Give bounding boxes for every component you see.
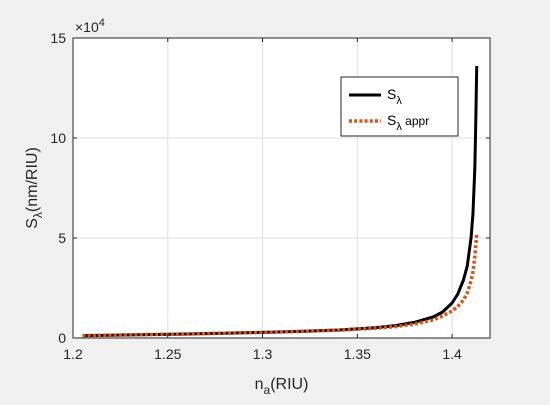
- x-axis-label-main: n: [255, 376, 264, 393]
- y-axis-label-sub: λ: [31, 212, 45, 218]
- y-multiplier: ×104: [75, 17, 105, 35]
- x-tick-label: 1.25: [154, 346, 181, 362]
- axes-box: [72, 37, 491, 339]
- series-group: [82, 65, 479, 338]
- y-tick-label: 0: [58, 330, 66, 346]
- x-tick-label: 1.3: [253, 346, 273, 362]
- y-axis-label-rest: (nm/RIU): [24, 147, 41, 212]
- legend-box: [340, 76, 459, 137]
- x-tick-label: 1.2: [63, 346, 83, 362]
- x-axis-label: na(RIU): [255, 376, 309, 397]
- y-tick-label: 5: [58, 230, 66, 246]
- x-axis-label-sub: a: [264, 383, 271, 397]
- y-multiplier-exponent: 4: [99, 17, 105, 29]
- series-line-s-lambda-appr: [82, 233, 479, 338]
- y-axis-label: Sλ(nm/RIU): [24, 147, 45, 229]
- x-tick-label: 1.35: [344, 346, 371, 362]
- y-axis-label-main: S: [24, 218, 41, 229]
- y-tick-label: 15: [50, 30, 66, 46]
- legend-label-s-lambda-appr: Sλ appr: [387, 112, 429, 133]
- series-line-s-lambda: [82, 65, 479, 338]
- legend-label-s-lambda: Sλ: [387, 86, 402, 107]
- ticks: 1.2 1.25 1.3 1.35 1.4 0 5 10 15: [50, 30, 490, 362]
- x-tick-label: 1.4: [442, 346, 462, 362]
- legend: Sλ Sλ appr: [340, 76, 459, 137]
- y-tick-label: 10: [50, 130, 66, 146]
- y-multiplier-base: ×10: [75, 19, 99, 35]
- x-axis-label-rest: (RIU): [270, 376, 308, 393]
